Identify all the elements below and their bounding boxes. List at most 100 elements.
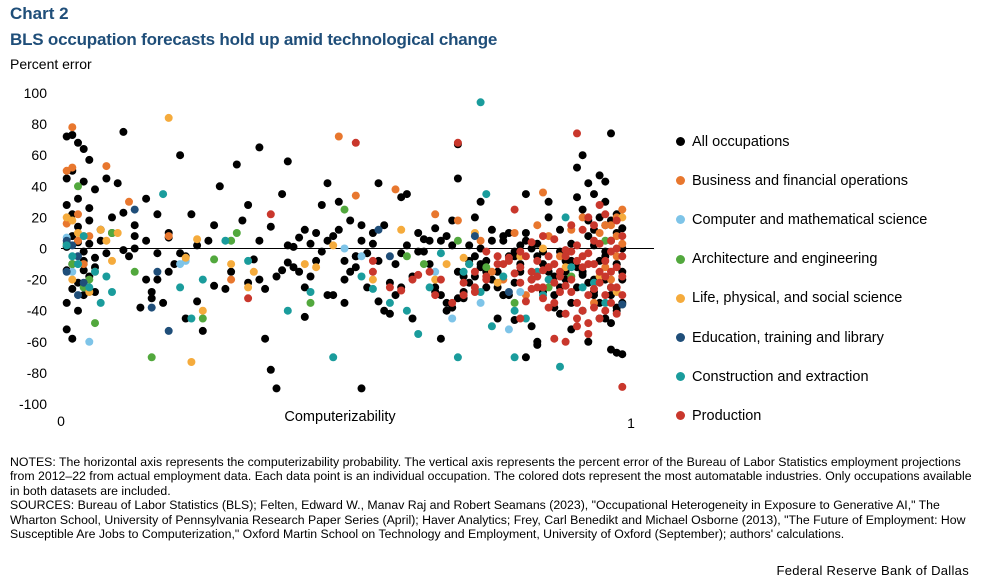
data-point	[476, 298, 485, 307]
data-point	[74, 236, 82, 245]
legend-marker	[676, 137, 685, 147]
data-point	[62, 174, 71, 183]
data-point	[187, 210, 196, 219]
data-point	[573, 314, 581, 323]
data-point	[91, 185, 99, 194]
data-point	[476, 288, 485, 296]
data-point	[391, 291, 400, 300]
data-point	[556, 225, 564, 234]
data-point	[567, 275, 576, 284]
data-point	[607, 319, 615, 328]
data-point	[408, 275, 417, 284]
data-point	[612, 348, 621, 357]
data-point	[590, 260, 598, 269]
data-point	[210, 221, 219, 230]
data-point	[210, 255, 219, 264]
data-point	[618, 300, 627, 309]
data-point	[521, 297, 530, 306]
data-point	[357, 272, 366, 281]
data-point	[533, 221, 542, 230]
data-point	[584, 319, 593, 328]
data-point	[590, 190, 598, 199]
data-point	[504, 325, 513, 334]
legend-item: Computer and mathematical science	[676, 200, 927, 239]
y-tick-label: -80	[27, 365, 47, 381]
data-point	[595, 298, 604, 307]
data-point	[493, 278, 502, 287]
data-point	[249, 267, 258, 276]
data-point	[482, 272, 491, 281]
data-point	[198, 275, 207, 284]
data-point	[351, 263, 360, 272]
data-point	[550, 334, 559, 343]
data-point	[340, 298, 349, 307]
data-point	[85, 232, 94, 241]
data-point	[119, 127, 128, 136]
data-point	[453, 174, 462, 183]
data-point	[590, 284, 598, 293]
data-point	[425, 267, 434, 276]
data-point	[556, 267, 564, 276]
data-point	[164, 232, 173, 241]
data-point	[595, 314, 604, 323]
data-point	[618, 232, 627, 241]
data-point	[567, 288, 576, 296]
data-point	[459, 291, 468, 300]
legend-marker	[676, 411, 685, 421]
data-point	[261, 284, 270, 293]
data-point	[578, 213, 587, 222]
data-point	[556, 288, 564, 296]
legend-item: Education, training and library	[676, 318, 927, 357]
data-point	[312, 256, 321, 265]
data-point	[453, 267, 462, 276]
series-all-occupations	[62, 127, 627, 393]
data-point	[340, 275, 349, 284]
data-point	[567, 298, 576, 307]
data-point	[119, 246, 128, 255]
data-point	[578, 270, 587, 279]
data-point	[527, 244, 536, 253]
data-point	[612, 309, 621, 318]
x-axis-label: Computerizability	[284, 409, 396, 425]
data-point	[561, 337, 570, 346]
data-point	[618, 272, 627, 281]
data-point	[283, 306, 292, 315]
data-point	[442, 260, 451, 269]
legend-marker	[676, 254, 685, 264]
data-point	[85, 337, 94, 346]
legend-label: Computer and mathematical science	[692, 211, 928, 228]
data-point	[578, 306, 587, 315]
data-point	[561, 309, 570, 318]
data-point	[470, 252, 479, 261]
data-point	[317, 201, 326, 209]
data-point	[533, 256, 542, 265]
data-point	[561, 263, 570, 272]
data-point	[448, 298, 457, 307]
data-point	[198, 314, 207, 323]
data-point	[340, 244, 349, 253]
data-point	[590, 278, 598, 287]
data-point	[612, 252, 621, 261]
data-point	[516, 288, 525, 296]
data-point	[482, 190, 491, 199]
data-point	[556, 362, 564, 371]
data-point	[374, 297, 383, 306]
data-point	[283, 258, 292, 267]
data-point	[521, 229, 530, 237]
data-point	[68, 163, 77, 172]
data-point	[567, 221, 576, 230]
data-point	[193, 241, 202, 250]
data-point	[578, 263, 587, 272]
data-point	[227, 275, 236, 284]
data-point	[85, 155, 94, 164]
data-point	[62, 298, 71, 307]
data-point	[453, 353, 462, 362]
series-architecture-and-engineering	[62, 182, 610, 362]
data-point	[334, 197, 343, 206]
data-point	[493, 314, 502, 323]
data-point	[425, 283, 434, 292]
series-construction-and-extraction	[62, 98, 610, 371]
data-point	[102, 249, 111, 258]
data-point	[227, 236, 236, 245]
y-tick-label: -60	[27, 334, 47, 350]
